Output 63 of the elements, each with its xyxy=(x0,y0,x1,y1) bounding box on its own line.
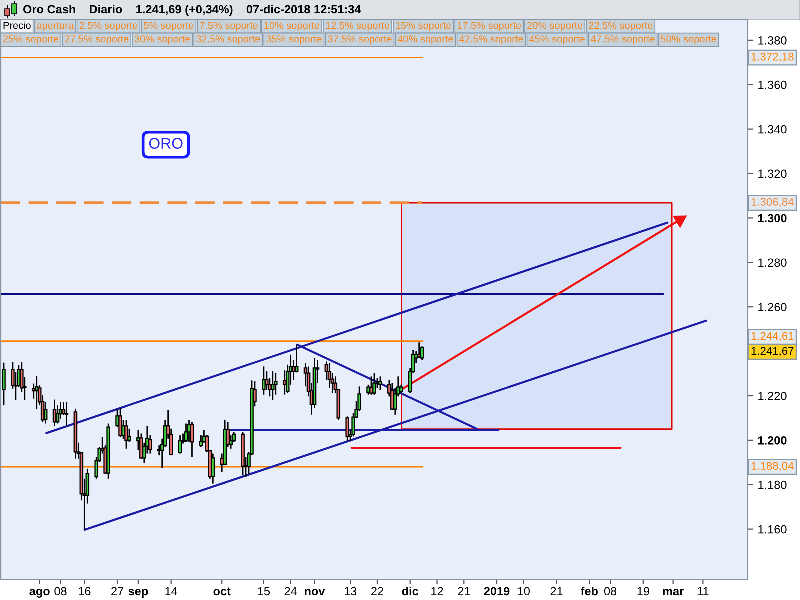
x-tick-label: nov xyxy=(305,589,326,596)
ref-line-label: 1.244,61 xyxy=(752,332,794,342)
x-tick-label: 24 xyxy=(284,587,298,596)
x-tick-label: 16 xyxy=(79,587,91,596)
x-tick-label: 08 xyxy=(54,587,67,596)
annotation: 12.5% soporte xyxy=(326,22,390,32)
annotation: 25% soporte xyxy=(4,36,59,45)
x-tick-label: 08 xyxy=(604,587,617,596)
x-tick-label: 10 xyxy=(518,587,530,596)
y-tick-label: 1.220 xyxy=(758,392,787,400)
y-tick-label: 1.160 xyxy=(758,525,787,534)
y-tick-label: 1.200 xyxy=(758,436,787,445)
y-tick-label: 1.380 xyxy=(758,36,787,45)
ref-line-label: 1.372,18 xyxy=(752,52,794,62)
annotation: 35% soporte xyxy=(266,36,322,45)
x-tick-label: oct xyxy=(214,588,231,596)
x-tick-label: 12 xyxy=(432,587,444,596)
x-tick-label: 11 xyxy=(698,587,709,596)
y-tick-label: 1.260 xyxy=(758,303,787,312)
annotation: 15% soporte xyxy=(396,22,452,32)
annotation: 5% soporte xyxy=(144,22,194,32)
annotation: 22.5% soporte xyxy=(589,22,653,32)
x-tick-label: ago xyxy=(30,589,50,598)
y-tick-label: 1.320 xyxy=(758,170,787,178)
annotation: 47.5% soporte xyxy=(591,36,655,45)
annotation: Precio xyxy=(4,22,31,30)
x-tick-label: 14 xyxy=(166,587,178,596)
x-tick-label: 13 xyxy=(344,587,357,596)
x-tick-label: dic xyxy=(402,586,419,596)
x-tick-label: 27 xyxy=(112,587,124,596)
annotation: 50% soporte xyxy=(661,36,716,45)
annotation: 37.5% soporte xyxy=(328,36,392,45)
annotation: 27.5% soporte xyxy=(65,36,129,45)
annotation: 40% soporte xyxy=(398,36,454,45)
x-tick-label: 22 xyxy=(372,587,384,596)
y-tick-label: 1.340 xyxy=(758,125,787,134)
annotation: 45% soporte xyxy=(529,36,585,45)
annotation: 42.5% soporte xyxy=(459,36,524,45)
ref-line-label: 1.306,84 xyxy=(752,198,794,208)
annotation: 7.5% soporte xyxy=(200,22,258,32)
x-tick-label: feb xyxy=(580,586,598,596)
annotation: 32.5% soporte xyxy=(196,36,260,45)
x-tick-label: 21 xyxy=(458,587,470,596)
annotation: 20% soporte xyxy=(528,22,583,32)
text: ORO xyxy=(149,138,183,149)
x-tick-label: sep xyxy=(128,589,148,598)
x-tick-label: 2019 xyxy=(484,587,510,596)
x-tick-label: 15 xyxy=(258,587,270,596)
chart-title: Oro Cash Diario 1.241,69 (+0,34%) 07-dic-2018 12:51:34 xyxy=(23,5,362,16)
x-tick-label: mar xyxy=(663,589,684,596)
annotation: 30% soporte xyxy=(134,36,190,45)
text: 1.241,67 xyxy=(752,347,794,356)
annotation: 10% soporte xyxy=(264,22,320,32)
y-tick-label: 1.180 xyxy=(758,480,787,490)
annotation: 2.5% soporte xyxy=(80,22,138,32)
y-tick-label: 1.360 xyxy=(758,80,787,90)
annotation: 17.5% soporte xyxy=(458,22,522,32)
annotation: apertura xyxy=(37,22,74,32)
ref-line-label: 1.188,04 xyxy=(752,462,794,472)
y-tick-label: 1.300 xyxy=(758,214,787,223)
y-tick-label: 1.280 xyxy=(758,258,787,268)
x-tick-label: 19 xyxy=(638,587,650,596)
x-tick-label: 21 xyxy=(550,587,563,596)
